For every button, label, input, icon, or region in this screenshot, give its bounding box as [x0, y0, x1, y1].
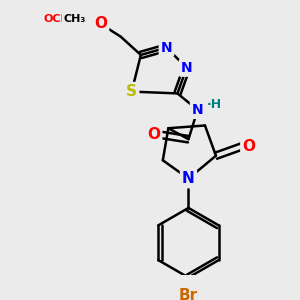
Text: CH₃: CH₃: [64, 14, 86, 24]
Text: ·H: ·H: [207, 98, 222, 111]
Text: N: N: [182, 171, 195, 186]
Text: N: N: [161, 40, 172, 55]
Text: N: N: [181, 61, 193, 75]
Text: Br: Br: [179, 288, 198, 300]
Text: O: O: [242, 139, 255, 154]
Text: O: O: [147, 127, 160, 142]
Text: OCH₃: OCH₃: [43, 14, 75, 24]
Text: S: S: [126, 84, 137, 99]
Text: O: O: [94, 16, 107, 31]
Text: N: N: [192, 103, 203, 117]
